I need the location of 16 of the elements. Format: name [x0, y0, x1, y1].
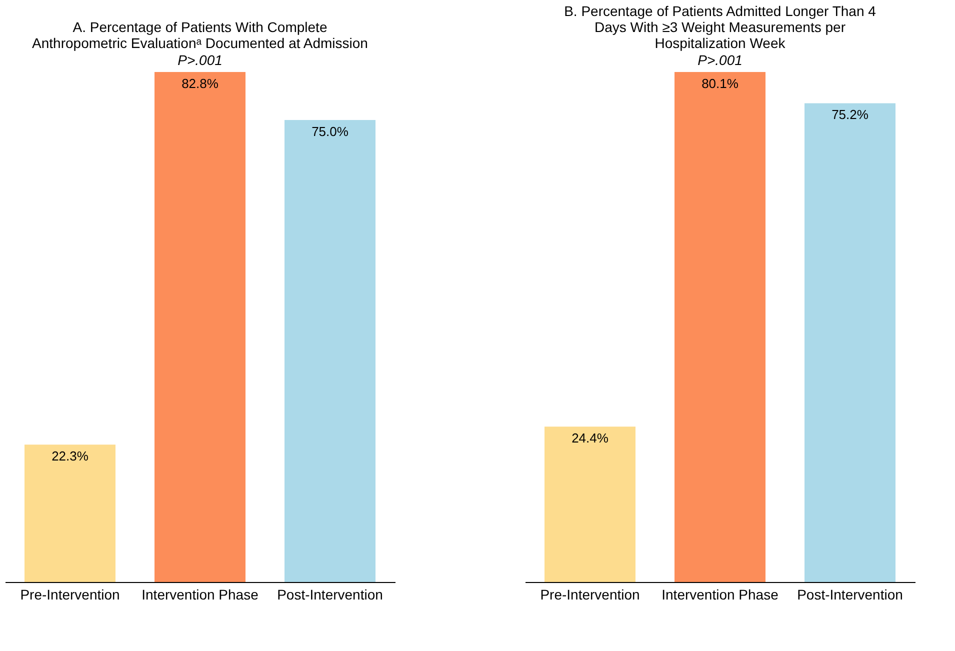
x-tick-label: Post-Intervention [277, 586, 383, 602]
x-tick-label: Post-Intervention [797, 586, 903, 602]
chart-title: A. Percentage of Patients With Complete Anthropometric Evaluationᵃ Documented at Admission [32, 19, 368, 51]
chart-subtitle: P>.001 [698, 52, 742, 68]
data-label: 80.1% [702, 76, 739, 91]
data-label: 75.2% [832, 107, 869, 122]
data-label: 24.4% [572, 430, 609, 446]
x-tick-label: Pre-Intervention [20, 586, 120, 602]
x-tick-label: Intervention Phase [662, 586, 779, 602]
chart-title: B. Percentage of Patients Admitted Longer Than 4 Days With ≥3 Weight Measurements per Hospitalization Week [564, 3, 876, 51]
chart-subtitle: P>.001 [178, 52, 222, 68]
data-label: 82.8% [182, 76, 219, 91]
data-label: 22.3% [52, 448, 89, 464]
data-label: 75.0% [312, 124, 349, 140]
x-tick-label: Pre-Intervention [540, 586, 640, 602]
x-tick-label: Intervention Phase [142, 586, 259, 602]
